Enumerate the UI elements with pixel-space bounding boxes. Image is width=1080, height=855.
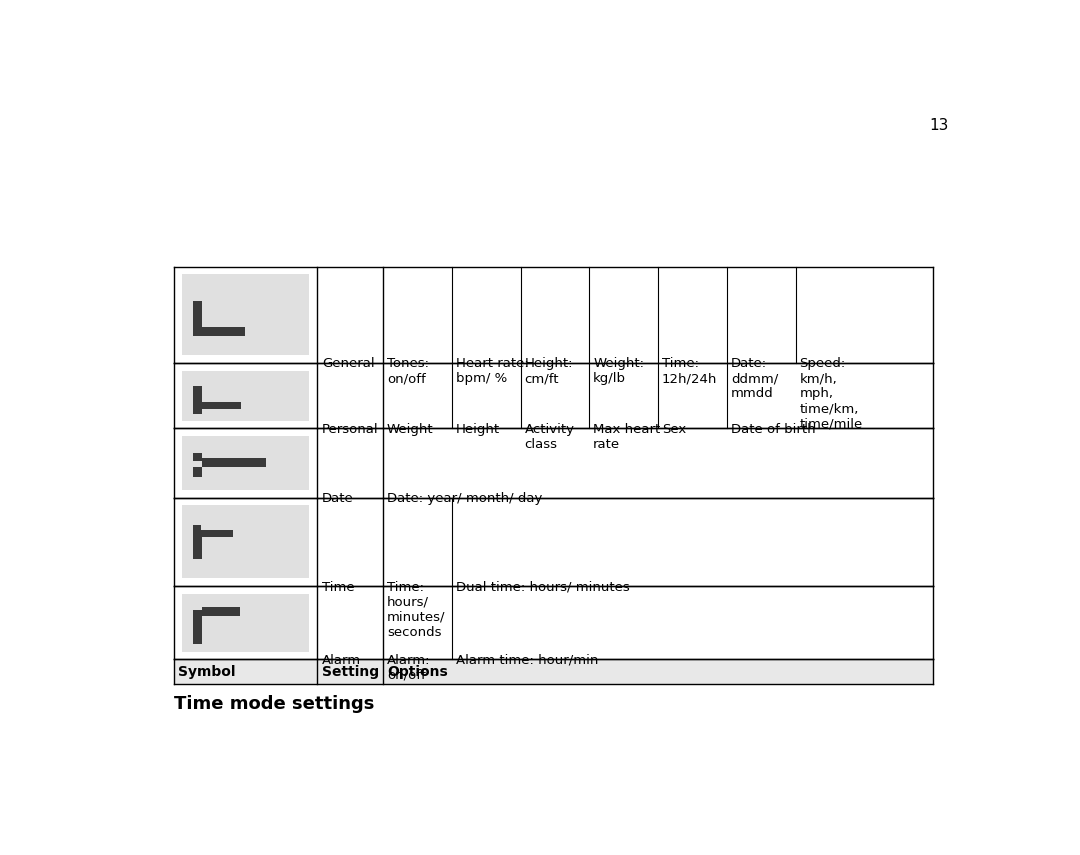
Bar <box>202 529 233 537</box>
Text: Height:
cm/ft: Height: cm/ft <box>525 357 572 386</box>
Bar <box>193 467 202 477</box>
Text: Dual time: hours/ minutes: Dual time: hours/ minutes <box>456 581 630 593</box>
Text: 13: 13 <box>930 118 948 133</box>
Bar <box>193 529 202 559</box>
Text: General: General <box>322 357 375 370</box>
Text: Date of birth: Date of birth <box>731 423 815 436</box>
Text: Alarm time: hour/min: Alarm time: hour/min <box>456 654 598 667</box>
Text: Tones:
on/off: Tones: on/off <box>387 357 429 386</box>
Text: Height: Height <box>456 423 500 436</box>
Bar <box>202 458 266 467</box>
Bar <box>181 594 309 652</box>
Bar <box>181 436 309 490</box>
Text: Heart rate:
bpm/ %: Heart rate: bpm/ % <box>456 357 528 386</box>
Text: Setting: Setting <box>322 664 379 679</box>
Text: Symbol: Symbol <box>178 664 235 679</box>
Bar <box>202 327 245 336</box>
Text: Weight: Weight <box>387 423 433 436</box>
Bar <box>193 525 201 531</box>
Text: Time: Time <box>322 581 354 593</box>
Text: Time:
12h/24h: Time: 12h/24h <box>662 357 717 386</box>
Text: Date:
ddmm/
mmdd: Date: ddmm/ mmdd <box>731 357 778 400</box>
Bar <box>193 386 202 414</box>
Bar <box>193 610 202 616</box>
Text: Date: Date <box>322 492 353 505</box>
Text: Activity
class: Activity class <box>525 423 575 451</box>
Bar <box>193 407 202 414</box>
Text: Time mode settings: Time mode settings <box>174 695 374 713</box>
Bar <box>181 370 309 421</box>
Text: Alarm: Alarm <box>322 654 361 667</box>
Text: Time:
hours/
minutes/
seconds: Time: hours/ minutes/ seconds <box>387 581 445 639</box>
Bar <box>202 402 241 410</box>
Text: Alarm:
on/off: Alarm: on/off <box>387 654 430 682</box>
Bar <box>193 453 202 462</box>
Bar <box>202 607 240 616</box>
Bar <box>181 274 309 355</box>
Bar <box>193 610 202 645</box>
Text: Sex: Sex <box>662 423 686 436</box>
Text: Personal: Personal <box>322 423 378 436</box>
Text: Weight:
kg/lb: Weight: kg/lb <box>593 357 644 386</box>
Text: Date: year/ month/ day: Date: year/ month/ day <box>387 492 542 505</box>
Bar <box>174 659 933 684</box>
Bar <box>193 301 202 336</box>
Text: Speed:
km/h,
mph,
time/km,
time/mile: Speed: km/h, mph, time/km, time/mile <box>799 357 863 430</box>
Bar <box>181 505 309 579</box>
Text: Max heart
rate: Max heart rate <box>593 423 661 451</box>
Text: Options: Options <box>388 664 448 679</box>
